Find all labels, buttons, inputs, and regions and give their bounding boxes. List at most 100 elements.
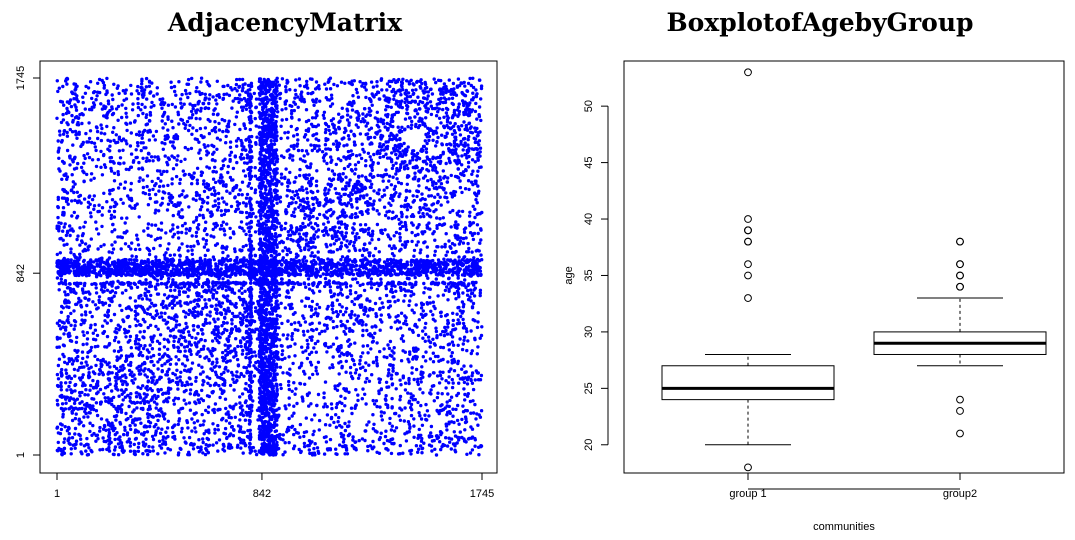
adjacency-point	[425, 141, 429, 146]
adjacency-point	[131, 160, 136, 164]
adjacency-point	[331, 319, 335, 324]
adjacency-point	[99, 244, 103, 249]
adjacency-point	[213, 427, 217, 432]
adjacency-point	[452, 110, 456, 115]
adjacency-point	[350, 374, 354, 379]
adjacency-point	[277, 83, 281, 87]
adjacency-point	[433, 447, 437, 451]
adjacency-point	[327, 250, 331, 254]
adjacency-point	[405, 163, 409, 167]
adjacency-point	[384, 380, 389, 384]
adjacency-point	[205, 201, 210, 205]
adjacency-point	[96, 81, 100, 86]
adjacency-point	[371, 207, 375, 211]
adjacency-point	[417, 184, 421, 188]
adjacency-point	[243, 418, 248, 422]
adjacency-point	[219, 209, 223, 213]
adjacency-point	[475, 152, 479, 157]
adjacency-point	[214, 297, 219, 301]
adjacency-point	[198, 126, 203, 131]
adjacency-point	[117, 91, 121, 96]
adjacency-point	[330, 406, 334, 411]
adjacency-point	[211, 152, 215, 156]
adjacency-point	[287, 387, 291, 392]
adjacency-point	[338, 382, 342, 386]
adjacency-point	[207, 101, 211, 106]
adjacency-point	[124, 375, 128, 380]
adjacency-point	[334, 452, 338, 456]
adjacency-point	[62, 225, 66, 229]
adjacency-point	[117, 135, 122, 139]
adjacency-point	[385, 185, 389, 190]
adjacency-point	[372, 199, 376, 203]
adjacency-point	[383, 228, 387, 232]
adjacency-point	[433, 195, 437, 199]
adjacency-point	[143, 444, 147, 448]
adjacency-point	[388, 237, 393, 241]
adjacency-point	[152, 94, 156, 98]
adjacency-point	[184, 92, 188, 96]
adjacency-point	[194, 218, 198, 222]
adjacency-point	[198, 148, 202, 152]
adjacency-point	[289, 196, 294, 200]
adjacency-point	[61, 132, 66, 136]
adjacency-point	[353, 172, 357, 176]
adjacency-point	[400, 99, 404, 103]
adjacency-point	[157, 209, 161, 213]
adjacency-point	[200, 91, 204, 96]
adjacency-point	[186, 452, 190, 457]
adjacency-point	[100, 213, 104, 217]
adjacency-point	[466, 81, 471, 86]
adjacency-point	[434, 329, 439, 334]
adjacency-point	[440, 377, 444, 381]
adjacency-point	[367, 333, 371, 337]
adjacency-point	[461, 236, 466, 241]
adjacency-point	[413, 397, 417, 402]
adjacency-point	[396, 125, 400, 129]
adjacency-point	[414, 108, 418, 112]
adjacency-point	[431, 351, 435, 355]
adjacency-point	[63, 407, 68, 411]
adjacency-point	[107, 209, 112, 213]
adjacency-point	[122, 432, 126, 437]
adjacency-point	[61, 112, 65, 117]
adjacency-point	[70, 173, 74, 177]
adjacency-point	[315, 372, 320, 376]
adjacency-point	[414, 243, 419, 247]
adjacency-point	[445, 250, 450, 254]
adjacency-point	[430, 203, 434, 207]
adjacency-point	[124, 139, 128, 143]
adjacency-point	[239, 446, 243, 450]
adjacency-point	[180, 230, 184, 235]
adjacency-point	[99, 165, 103, 169]
adjacency-point	[224, 202, 229, 206]
adjacency-point	[117, 149, 122, 153]
adjacency-point	[122, 231, 126, 235]
adjacency-point	[116, 285, 120, 289]
adjacency-point	[382, 193, 387, 197]
adjacency-point	[196, 310, 200, 314]
adjacency-point	[464, 153, 468, 157]
adjacency-point	[83, 91, 88, 96]
adjacency-point	[433, 238, 437, 242]
adjacency-point	[396, 298, 400, 302]
adjacency-point	[351, 329, 355, 333]
adjacency-point	[413, 322, 418, 327]
adjacency-point	[127, 404, 131, 409]
adjacency-point	[379, 431, 383, 435]
adjacency-point	[418, 251, 422, 255]
adjacency-point	[339, 344, 343, 348]
adjacency-point	[186, 77, 191, 82]
adjacency-point	[421, 302, 426, 307]
adjacency-point	[328, 423, 332, 427]
adjacency-point	[136, 237, 140, 242]
adjacency-point	[402, 141, 406, 146]
adjacency-point	[189, 441, 193, 446]
adjacency-point	[304, 234, 308, 238]
adjacency-point	[160, 141, 164, 145]
adjacency-point	[95, 227, 99, 231]
adjacency-point	[237, 429, 242, 434]
adjacency-point	[144, 159, 149, 163]
adjacency-point	[156, 176, 160, 181]
adjacency-point	[119, 247, 123, 251]
